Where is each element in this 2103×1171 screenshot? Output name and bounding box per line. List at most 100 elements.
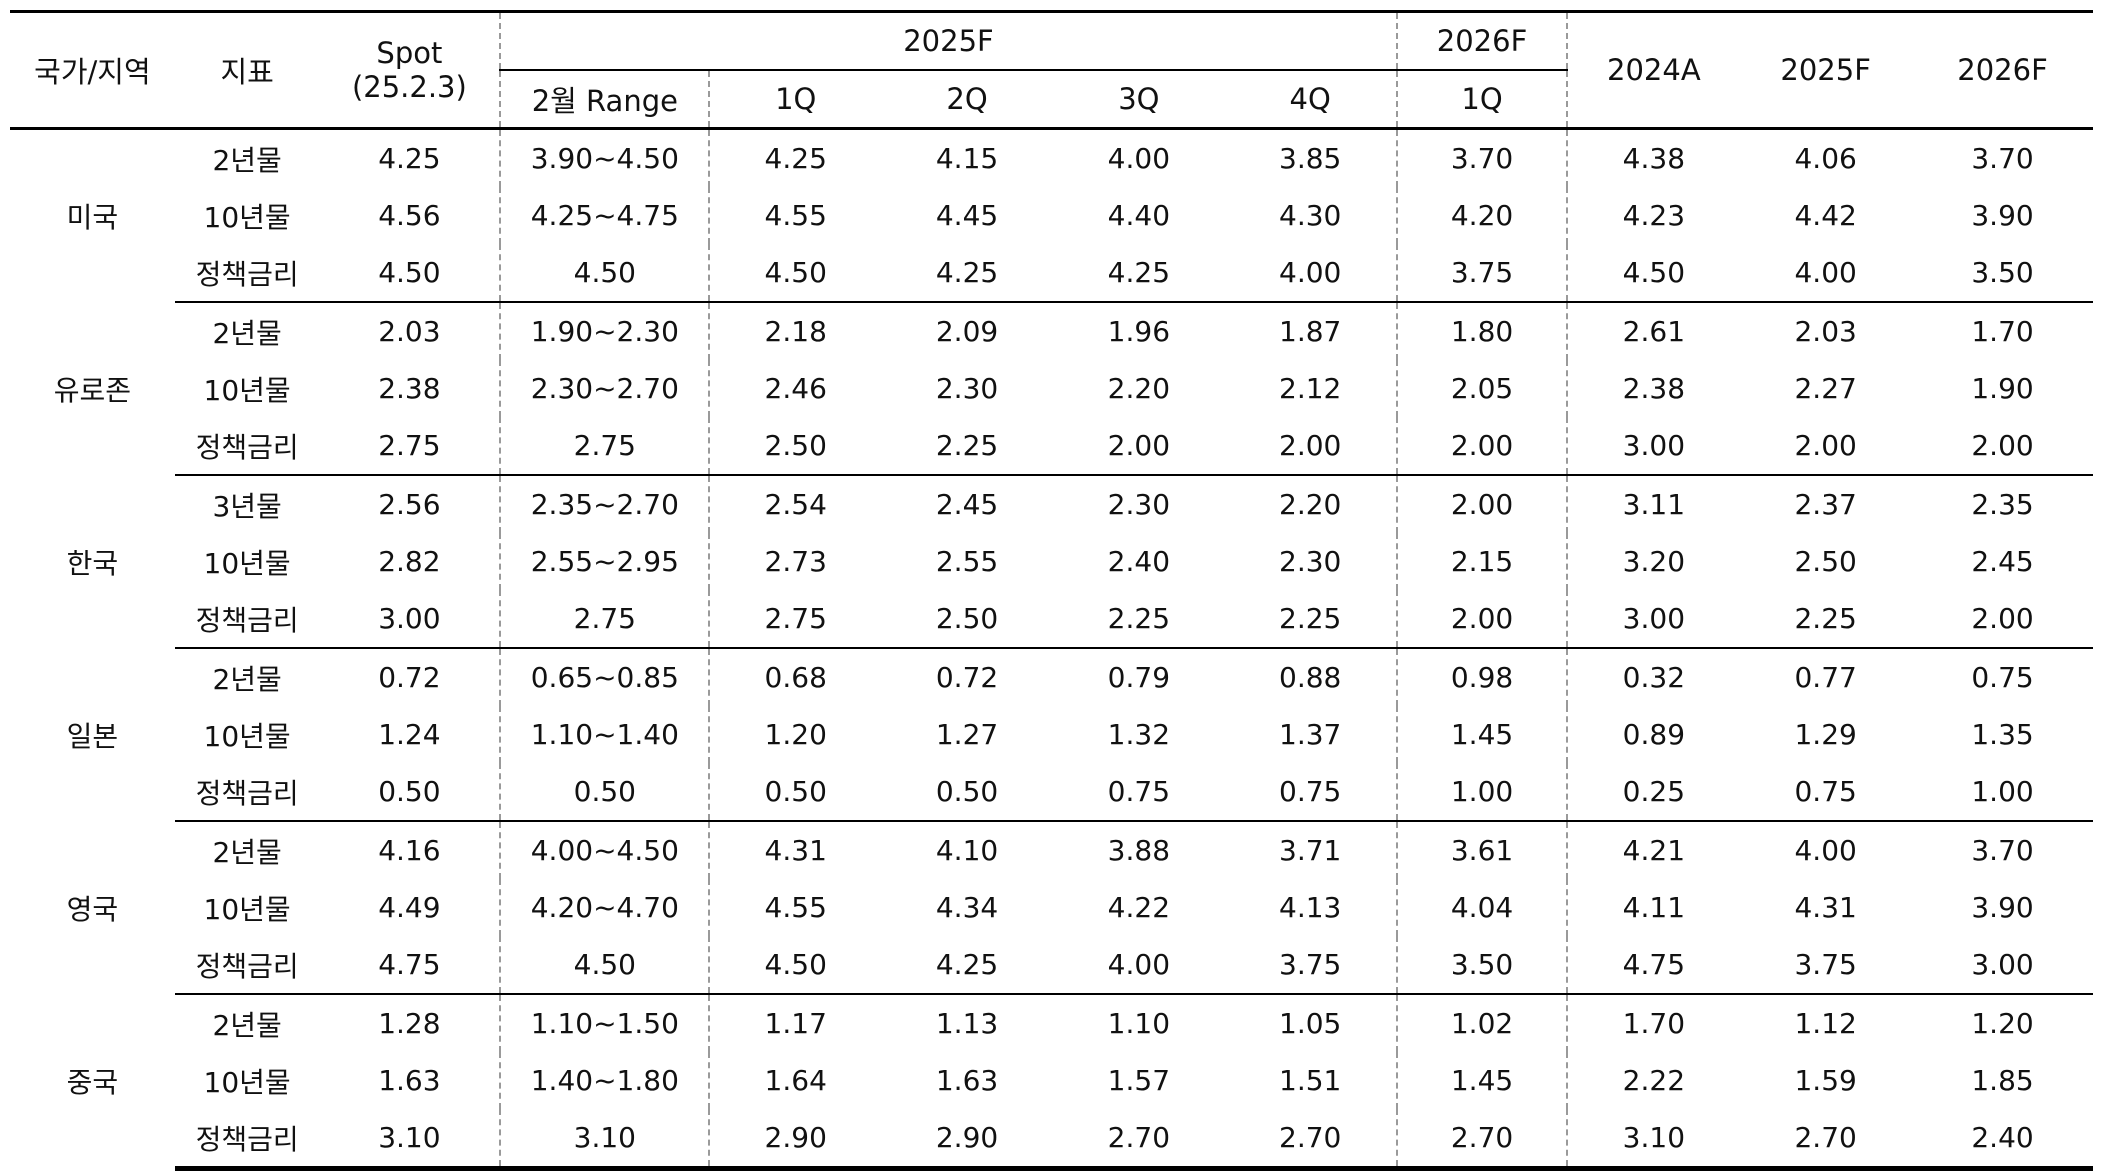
table-row: 정책금리 4.50 4.50 4.50 4.25 4.25 4.00 3.75 4.50 4.00… <box>10 244 2093 303</box>
table-row: 정책금리 4.75 4.50 4.50 4.25 4.00 3.75 3.50 4.75 3.75… <box>10 936 2093 995</box>
header-q1: 1Q <box>708 70 882 130</box>
table-row: 정책금리 2.75 2.75 2.50 2.25 2.00 2.00 2.00 3.00 2.00… <box>10 417 2093 476</box>
cell-2025-q1: 4.25 <box>708 128 882 187</box>
cell-2025-q2: 2.30 <box>935 372 999 405</box>
cell-2025f: 0.75 <box>1739 763 1913 822</box>
cell-2025-q3: 2.40 <box>1107 545 1171 578</box>
cell-2025-q1: 4.50 <box>708 936 882 995</box>
cell-2025-q3: 0.79 <box>1107 661 1171 694</box>
cell-2025-q4: 2.20 <box>1279 488 1342 521</box>
table-row: 정책금리 3.00 2.75 2.75 2.50 2.25 2.25 2.00 3.00 2.25… <box>10 590 2093 649</box>
cell-2025f: 2.50 <box>1794 545 1857 578</box>
cell-2026-q1: 1.80 <box>1395 302 1568 360</box>
rate-forecast-table: 국가/지역 지표 Spot (25.2.3) 2025F 2026F 2024A… <box>10 10 2093 1171</box>
cell-indicator: 정책금리 <box>174 763 320 822</box>
cell-2025-q2: 1.13 <box>935 1007 999 1040</box>
table-row: 유로존 2년물 2.03 1.90~2.30 2.18 2.09 1.96 1.87 1.80 2… <box>10 302 2093 407</box>
cell-2025-q1: 2.90 <box>708 1109 882 1171</box>
cell-2025-q3: 4.00 <box>1107 142 1171 175</box>
cell-region: 중국 <box>66 1066 119 1100</box>
cell-range: 2.75 <box>499 417 710 476</box>
cell-2025-q4: 3.75 <box>1224 936 1397 995</box>
cell-2026-q1: 4.20 <box>1395 187 1568 244</box>
cell-indicator: 2년물 <box>212 316 282 350</box>
cell-2025f: 0.77 <box>1794 661 1857 694</box>
cell-spot: 3.00 <box>319 590 501 649</box>
cell-range: 1.40~1.80 <box>499 1052 710 1109</box>
cell-2026f: 3.00 <box>1912 936 2093 995</box>
cell-2025-q3: 4.25 <box>1052 244 1225 303</box>
cell-2025-q3: 1.32 <box>1107 718 1171 751</box>
cell-2025-q4: 1.51 <box>1279 1064 1342 1097</box>
cell-range: 0.50 <box>499 763 710 822</box>
cell-2025-q3: 2.20 <box>1107 372 1171 405</box>
cell-2024a: 2.38 <box>1566 360 1740 417</box>
cell-region: 유로존 <box>53 373 132 407</box>
cell-2025-q2: 4.45 <box>935 199 999 232</box>
cell-2026f: 3.50 <box>1912 244 2093 303</box>
cell-range: 1.90~2.30 <box>499 302 710 360</box>
cell-2026-q1: 3.61 <box>1395 821 1568 879</box>
cell-spot: 0.72 <box>378 661 441 694</box>
cell-2024a: 4.11 <box>1566 879 1740 936</box>
cell-2025-q2: 0.50 <box>881 763 1053 822</box>
cell-range: 4.50 <box>499 244 710 303</box>
cell-2024a: 3.11 <box>1566 475 1740 533</box>
table-row: 10년물 4.56 4.25~4.75 4.55 4.45 4.40 4.30 4.20 4.2… <box>10 187 2093 244</box>
cell-range: 0.65~0.85 <box>499 648 710 706</box>
cell-range: 2.75 <box>499 590 710 649</box>
cell-2026f: 1.85 <box>1971 1064 2034 1097</box>
cell-2026f: 1.90 <box>1971 372 2034 405</box>
header-spot-line2: (25.2.3) <box>351 70 467 104</box>
cell-2025-q2: 1.27 <box>935 718 999 751</box>
cell-2024a: 3.20 <box>1566 533 1740 590</box>
cell-2025-q3: 1.57 <box>1107 1064 1171 1097</box>
table-row: 10년물 2.82 2.55~2.95 2.73 2.55 2.40 2.30 2.15 3.2… <box>10 533 2093 590</box>
cell-2026-q1: 2.70 <box>1395 1109 1568 1171</box>
cell-2025-q1: 2.75 <box>708 590 882 649</box>
table-row: 정책금리 0.50 0.50 0.50 0.50 0.75 0.75 1.00 0.25 0.75… <box>10 763 2093 822</box>
cell-2025-q3: 4.40 <box>1107 199 1171 232</box>
cell-2025-q1: 1.20 <box>708 706 882 763</box>
cell-2026f: 3.70 <box>1971 834 2034 867</box>
cell-2026f: 0.75 <box>1971 661 2034 694</box>
cell-2026f: 1.00 <box>1912 763 2093 822</box>
cell-2025-q1: 1.17 <box>708 994 882 1052</box>
cell-2025-q2: 2.55 <box>935 545 999 578</box>
cell-2026f: 2.00 <box>1912 590 2093 649</box>
cell-indicator: 3년물 <box>212 489 282 523</box>
cell-2025f: 1.59 <box>1794 1064 1857 1097</box>
cell-2025f: 4.00 <box>1794 834 1857 867</box>
cell-2026-q1: 2.15 <box>1395 533 1568 590</box>
cell-indicator: 10년물 <box>203 1065 291 1099</box>
cell-2025f: 1.12 <box>1794 1007 1857 1040</box>
cell-spot: 4.25 <box>378 142 441 175</box>
cell-2025-q1: 2.46 <box>708 360 882 417</box>
header-q3: 3Q <box>1052 70 1225 130</box>
cell-spot: 1.28 <box>378 1007 441 1040</box>
cell-2025f: 2.00 <box>1739 417 1913 476</box>
cell-2024a: 4.38 <box>1566 128 1740 187</box>
cell-2024a: 2.61 <box>1566 302 1740 360</box>
cell-2026f: 1.20 <box>1971 1007 2034 1040</box>
cell-2025-q3: 0.75 <box>1052 763 1225 822</box>
cell-indicator: 2년물 <box>212 1008 282 1042</box>
table-row: 10년물 1.24 1.10~1.40 1.20 1.27 1.32 1.37 1.45 0.8… <box>10 706 2093 763</box>
cell-range: 2.35~2.70 <box>499 475 710 533</box>
cell-2026-q1: 0.98 <box>1395 648 1568 706</box>
cell-2025-q2: 2.25 <box>881 417 1053 476</box>
header-spot: Spot (25.2.3) <box>319 11 501 130</box>
cell-range: 4.25~4.75 <box>499 187 710 244</box>
header-2026f-annual: 2026F <box>1912 11 2093 130</box>
cell-2025-q4: 1.05 <box>1279 1007 1342 1040</box>
cell-2024a: 0.89 <box>1566 706 1740 763</box>
cell-spot: 1.63 <box>378 1064 441 1097</box>
table-row: 10년물 4.49 4.20~4.70 4.55 4.34 4.22 4.13 4.04 4.1… <box>10 879 2093 936</box>
header-q2: 2Q <box>881 70 1053 130</box>
cell-2025-q2: 4.25 <box>881 936 1053 995</box>
cell-2025-q3: 1.96 <box>1107 315 1171 348</box>
cell-range: 2.30~2.70 <box>499 360 710 417</box>
header-2025f-annual: 2025F <box>1739 11 1913 130</box>
cell-2025f: 4.00 <box>1739 244 1913 303</box>
cell-2024a: 4.75 <box>1566 936 1740 995</box>
